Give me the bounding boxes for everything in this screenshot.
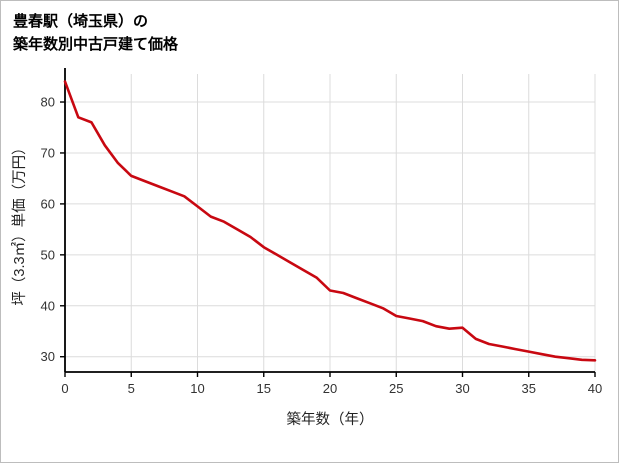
x-tick-label: 15 bbox=[257, 381, 271, 396]
x-tick-label: 5 bbox=[128, 381, 135, 396]
x-tick-label: 10 bbox=[190, 381, 204, 396]
y-axis-label: 坪（3.3㎡）単価（万円） bbox=[11, 140, 28, 305]
chart-title-line2: 築年数別中古戸建て価格 bbox=[13, 35, 179, 53]
price-line-series bbox=[63, 80, 597, 362]
x-tick-label: 0 bbox=[61, 381, 68, 396]
line-chart-svg: 0 5 10 15 20 25 30 35 40 30 40 50 60 70 80 築年数（年） 坪（3.3㎡… bbox=[11, 68, 602, 428]
x-tick-label: 30 bbox=[455, 381, 469, 396]
y-tick-label: 80 bbox=[41, 95, 55, 110]
y-tick-label: 50 bbox=[41, 247, 55, 262]
y-tick-label: 30 bbox=[41, 349, 55, 364]
y-tick-label: 60 bbox=[41, 196, 55, 211]
x-tick-label: 25 bbox=[389, 381, 403, 396]
y-tick-label: 40 bbox=[41, 298, 55, 313]
y-tick-label: 70 bbox=[41, 145, 55, 160]
chart-title-line1: 豊春駅（埼玉県）の bbox=[13, 13, 149, 30]
x-axis-label: 築年数（年） bbox=[287, 410, 374, 428]
x-tick-label: 35 bbox=[522, 381, 536, 396]
chart-title: 豊春駅（埼玉県）の 築年数別中古戸建て価格 bbox=[1, 1, 618, 56]
price-by-age-line-chart: 0 5 10 15 20 25 30 35 40 30 40 50 60 70 80 築年数（年） 坪（3.3㎡… bbox=[1, 60, 618, 443]
x-tick-label: 20 bbox=[323, 381, 337, 396]
x-tick-label: 40 bbox=[588, 381, 602, 396]
